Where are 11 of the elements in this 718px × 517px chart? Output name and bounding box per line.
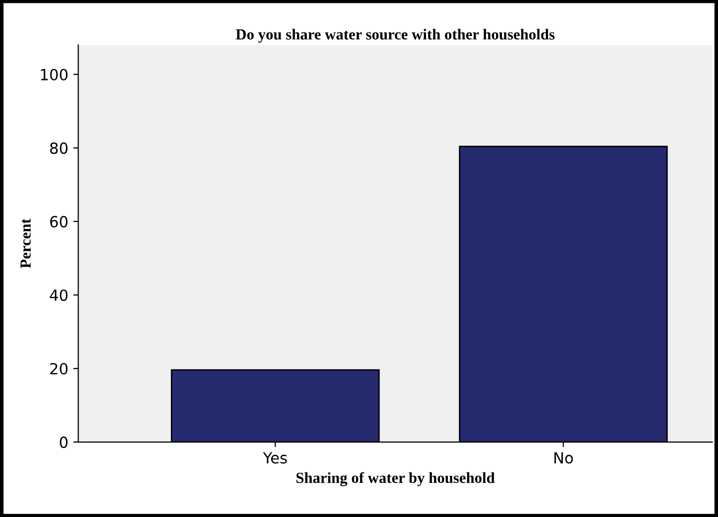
x-tick-label: Yes [262, 452, 287, 464]
y-tick-label: 0 [60, 436, 68, 448]
chart-title: Do you share water source with other households [236, 28, 555, 43]
y-tick-label: 100 [41, 68, 68, 80]
y-tick-label: 60 [50, 216, 68, 228]
y-tick-label: 20 [50, 362, 68, 375]
y-tick-label: 80 [50, 142, 68, 154]
y-tick-label: 40 [50, 289, 68, 301]
x-axis-title: Sharing of water by household [296, 472, 495, 486]
y-axis-title: Percent [20, 218, 31, 268]
x-tick-label: No [554, 452, 573, 464]
